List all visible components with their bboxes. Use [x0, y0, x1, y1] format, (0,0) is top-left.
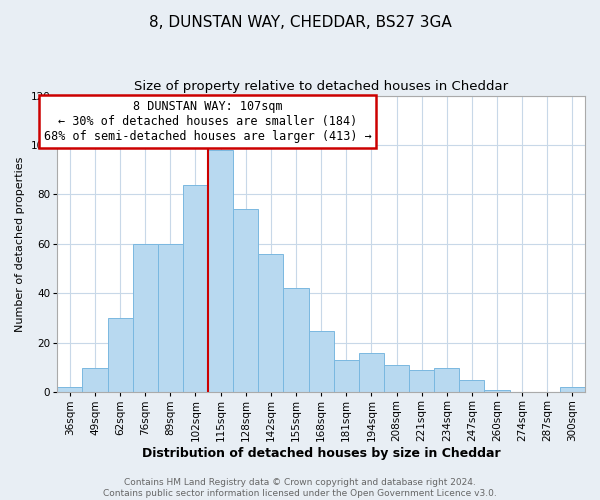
Bar — [133, 244, 158, 392]
Bar — [334, 360, 359, 392]
Bar — [560, 388, 585, 392]
Bar — [460, 380, 484, 392]
Text: Contains HM Land Registry data © Crown copyright and database right 2024.
Contai: Contains HM Land Registry data © Crown c… — [103, 478, 497, 498]
Bar — [384, 365, 409, 392]
Bar — [359, 353, 384, 393]
Bar — [258, 254, 283, 392]
Bar — [308, 330, 334, 392]
Bar — [434, 368, 460, 392]
Bar — [283, 288, 308, 393]
Text: 8, DUNSTAN WAY, CHEDDAR, BS27 3GA: 8, DUNSTAN WAY, CHEDDAR, BS27 3GA — [149, 15, 451, 30]
Bar — [208, 150, 233, 392]
X-axis label: Distribution of detached houses by size in Cheddar: Distribution of detached houses by size … — [142, 447, 500, 460]
Bar — [484, 390, 509, 392]
Bar — [107, 318, 133, 392]
Bar — [82, 368, 107, 392]
Bar — [409, 370, 434, 392]
Text: 8 DUNSTAN WAY: 107sqm
← 30% of detached houses are smaller (184)
68% of semi-det: 8 DUNSTAN WAY: 107sqm ← 30% of detached … — [44, 100, 371, 143]
Bar — [57, 388, 82, 392]
Bar — [158, 244, 183, 392]
Bar — [233, 210, 258, 392]
Bar — [183, 184, 208, 392]
Title: Size of property relative to detached houses in Cheddar: Size of property relative to detached ho… — [134, 80, 508, 93]
Y-axis label: Number of detached properties: Number of detached properties — [15, 156, 25, 332]
